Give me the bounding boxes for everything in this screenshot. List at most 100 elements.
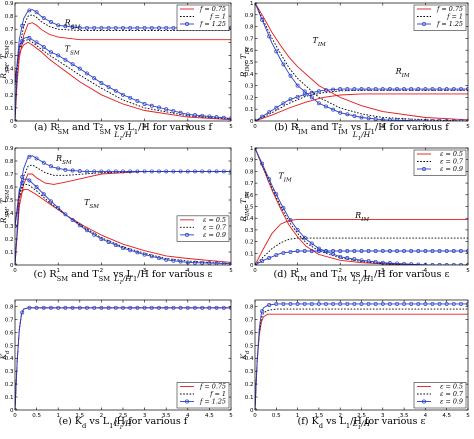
- data-point-d-5-25: [430, 249, 435, 253]
- data-point-d-2-16: [366, 259, 371, 264]
- legend-entry-b: f = 0.75: [436, 5, 463, 13]
- x-tick-label-e: 4.5: [205, 413, 214, 419]
- plot-frame-a: [14, 2, 232, 122]
- y-tick-label-f: 0: [250, 408, 254, 414]
- data-point-b-5-12: [338, 87, 343, 92]
- data-point-c-2-29: [221, 169, 226, 174]
- series-line-b-3: [255, 93, 468, 121]
- series-line-e-2: [15, 307, 231, 410]
- data-point-c-2-18: [142, 169, 147, 174]
- data-point-a-5-1: [20, 39, 25, 43]
- chart-panel-a: 0 1 2 3 4 5 0 0.1 0.2 0.3 0.4 0.5 0.6 0.7 0.8 0.9 L1/H RS…: [0, 1, 233, 142]
- data-point-d-5-24: [423, 249, 428, 253]
- data-point-c-5-8: [70, 217, 75, 222]
- data-point-b-2-25: [430, 119, 435, 121]
- data-point-c-5-15: [121, 246, 125, 251]
- legend-entry-c: ε = 0.7: [203, 223, 227, 231]
- data-point-c-2-27: [207, 169, 212, 174]
- x-tick-label-b: 5: [466, 124, 470, 130]
- data-point-b-2-8: [309, 95, 314, 100]
- annotation-b: RIM: [395, 67, 410, 79]
- y-tick-label-c: 0.9: [5, 146, 14, 152]
- x-tick-label-a: 4: [186, 124, 190, 130]
- x-tick-label-a: 2: [100, 124, 104, 130]
- data-point-d-5-12: [338, 249, 343, 253]
- y-tick-label-b: 0.6: [245, 48, 254, 54]
- data-point-b-2-14: [352, 113, 357, 118]
- y-tick-label-f: 0.5: [245, 343, 254, 349]
- data-point-d-2-13: [345, 256, 350, 260]
- data-point-a-2-6: [56, 23, 61, 28]
- x-axis-label-c: L1/H: [113, 274, 132, 286]
- data-point-a-2-2: [27, 8, 32, 13]
- data-point-b-2-2: [267, 34, 272, 39]
- data-point-b-2-19: [387, 118, 392, 121]
- data-point-d-5-8: [309, 249, 314, 253]
- data-point-b-5-21: [402, 87, 407, 92]
- data-point-d-2-4: [281, 206, 286, 211]
- data-point-a-5-13: [106, 84, 111, 89]
- data-point-b-5-7: [302, 92, 307, 97]
- data-point-d-2-8: [309, 241, 314, 246]
- data-point-d-5-16: [366, 249, 371, 253]
- y-tick-label-e: 0.2: [5, 382, 14, 388]
- data-point-d-5-7: [302, 249, 307, 253]
- data-point-b-2-13: [345, 112, 350, 117]
- x-tick-label-e: 2.5: [119, 413, 128, 419]
- legend-e: f = 0.75f = 1f = 1.25: [176, 382, 230, 409]
- x-tick-label-e: 1.5: [75, 413, 84, 419]
- y-tick-label-d: 0.9: [245, 158, 254, 164]
- data-point-a-5-29: [221, 115, 226, 120]
- annotation-c: RSM: [55, 154, 72, 166]
- series-line-c-5: [15, 178, 231, 265]
- data-point-c-5-16: [128, 248, 133, 253]
- data-point-f-2-28: [451, 301, 456, 306]
- chart-panel-c: 0 1 2 3 4 5 0 0.1 0.2 0.3 0.4 0.5 0.6 0.7 0.8 0.9 L1/H RS…: [0, 146, 233, 286]
- x-axis-label-b: L1/H: [352, 130, 371, 142]
- y-tick-label-d: 0.4: [245, 216, 254, 222]
- x-tick-label-b: 4: [424, 124, 428, 130]
- data-point-e-2-5: [49, 305, 53, 310]
- data-point-e-2-14: [113, 305, 118, 310]
- data-point-f-2-10: [324, 301, 328, 306]
- data-point-d-5-21: [402, 249, 407, 253]
- data-point-c-2-20: [157, 169, 161, 174]
- data-point-c-5-11: [92, 232, 97, 237]
- data-point-c-5-10: [85, 228, 89, 233]
- x-tick-label-d: 4: [424, 268, 428, 274]
- caption-b: (b) RIM and TIM vs L1/H for various f: [274, 122, 450, 136]
- data-point-a-2-11: [92, 25, 97, 30]
- series-line-a-5: [15, 36, 231, 119]
- legend-entry-c: ε = 0.9: [203, 231, 226, 239]
- y-tick-label-c: 0: [10, 263, 14, 269]
- series-line-c-2: [15, 155, 231, 265]
- data-point-e-2-8: [70, 305, 75, 310]
- y-tick-label-b: 0: [250, 119, 254, 125]
- data-point-c-5-2: [27, 178, 32, 183]
- x-tick-label-f: 4.5: [442, 413, 451, 419]
- legend-entry-d: ε = 0.5: [440, 150, 463, 158]
- y-tick-label-a: 0.6: [5, 40, 14, 46]
- y-tick-label-d: 0.7: [245, 181, 254, 187]
- legend-entry-e: f = 0.75: [199, 383, 226, 391]
- data-point-a-5-25: [193, 113, 197, 118]
- x-tick-label-f: 3: [381, 413, 385, 419]
- y-tick-label-e: 0.4: [5, 356, 14, 362]
- data-point-f-2-8: [309, 301, 314, 306]
- data-point-e-2-20: [157, 305, 161, 310]
- y-axis-label-c: RSM, TSM: [0, 189, 11, 224]
- data-point-d-2-3: [274, 192, 279, 197]
- x-axis-label-e: L1/H: [113, 419, 132, 431]
- data-point-a-2-5: [49, 20, 53, 24]
- series-line-b-2: [255, 3, 468, 121]
- data-point-e-2-15: [121, 305, 125, 310]
- data-point-a-5-28: [214, 115, 219, 120]
- series-line-c-4: [15, 183, 231, 265]
- y-tick-label-c: 0.7: [5, 172, 14, 178]
- x-tick-label-c: 0: [13, 268, 17, 274]
- chart-panel-e: 0 0.5 1 1.5 2 2.5 3 3.5 4 4.5 5 0 0.1 0.2 0.3 0.4 0.5 0.6…: [0, 299, 233, 431]
- series-line-f-2: [255, 303, 468, 410]
- data-point-d-5-13: [345, 249, 350, 253]
- data-point-b-5-14: [352, 87, 357, 92]
- legend-entry-f: ε = 0.7: [440, 390, 464, 398]
